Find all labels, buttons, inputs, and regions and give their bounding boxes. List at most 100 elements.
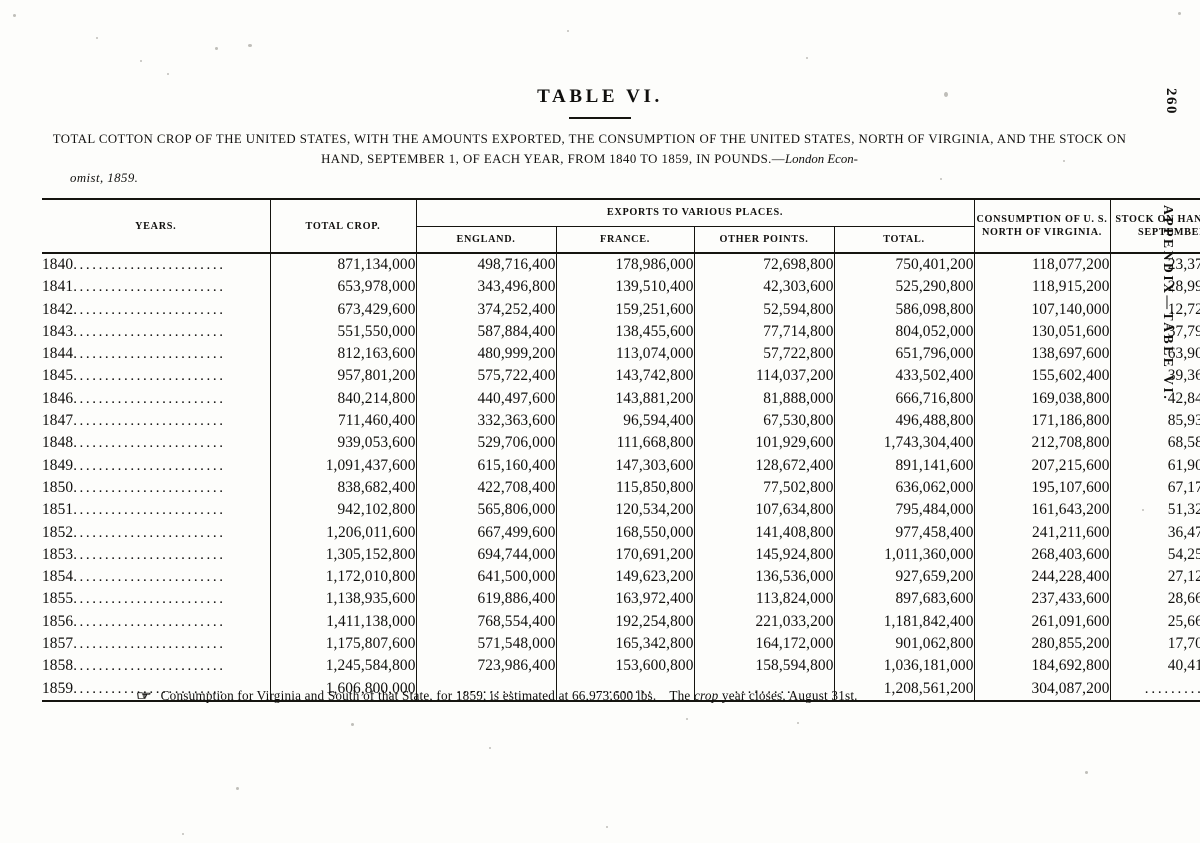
- row-year: 1848........................: [42, 432, 270, 454]
- table-row: 1845........................ 957,801,200 5…: [42, 365, 1200, 388]
- row-france: 143,881,200: [555, 387, 694, 411]
- row-exports-total: 795,484,000: [833, 499, 974, 522]
- row-total-crop: 939,053,600: [269, 432, 416, 455]
- row-other-points: 158,594,800: [693, 655, 834, 678]
- row-other-points: 42,303,600: [693, 276, 834, 299]
- scan-speck: [351, 723, 354, 726]
- row-other-points: 77,502,800: [693, 476, 834, 500]
- scan-speck: [96, 37, 98, 39]
- row-total-crop: 673,429,600: [269, 298, 416, 321]
- row-france: 143,742,800: [555, 365, 694, 388]
- row-consumption: 241,211,600: [973, 521, 1110, 544]
- row-consumption: 237,433,600: [973, 588, 1110, 611]
- row-consumption: 280,855,200: [973, 633, 1110, 656]
- footnote-text-c: year closes, August 31st.: [718, 688, 858, 703]
- table-row: 1854........................ 1,172,010,80…: [42, 566, 1200, 589]
- header-france: France.: [555, 226, 694, 254]
- row-exports-total: 1,181,842,400: [833, 610, 974, 634]
- table-row: 1848........................ 939,053,600 5…: [42, 432, 1200, 455]
- row-england: 422,708,400: [415, 476, 556, 500]
- leader-dots: ........................: [73, 457, 226, 474]
- year-value: 1843: [42, 322, 74, 340]
- row-exports-total: 1,036,181,000: [833, 655, 974, 678]
- row-england: 619,886,400: [415, 588, 556, 611]
- row-france: 138,455,600: [555, 320, 694, 344]
- row-france: 147,303,600: [555, 454, 694, 477]
- table-row: 1849........................ 1,091,437,60…: [42, 454, 1200, 477]
- leader-dots: ........................: [73, 502, 226, 519]
- row-exports-total: 433,502,400: [833, 365, 974, 388]
- scan-speck: [140, 60, 142, 62]
- year-value: 1848: [42, 434, 74, 452]
- row-other-points: 77,714,800: [693, 320, 834, 344]
- row-stock: 23,376,800: [1109, 253, 1200, 277]
- row-stock: .........: [1109, 677, 1200, 702]
- leader-dots: ........................: [73, 524, 226, 541]
- row-consumption: 155,602,400: [973, 365, 1110, 388]
- row-consumption: 138,697,600: [973, 343, 1110, 366]
- leader-dots: ........................: [73, 479, 226, 496]
- table-footnote: ☞ Consumption for Virginia and South of t…: [136, 688, 1056, 704]
- year-value: 1855: [42, 590, 74, 608]
- row-total-crop: 942,102,800: [269, 499, 416, 522]
- row-other-points: 113,824,000: [693, 588, 834, 611]
- row-france: 139,510,400: [555, 276, 694, 299]
- row-total-crop: 1,138,935,600: [269, 588, 416, 611]
- row-consumption: 207,215,600: [973, 454, 1110, 477]
- row-total-crop: 1,411,138,000: [269, 610, 416, 634]
- row-total-crop: 1,175,807,600: [269, 633, 416, 656]
- row-england: 667,499,600: [415, 521, 556, 544]
- cotton-crop-table: Years. Total Crop. Exports to Various Pl…: [42, 198, 1200, 702]
- row-france: 111,668,800: [555, 432, 694, 455]
- row-england: .........: [415, 677, 556, 702]
- year-value: 1846: [42, 389, 74, 407]
- row-france: 115,850,800: [555, 476, 694, 500]
- year-value: 1845: [42, 367, 74, 385]
- row-year: 1847........................: [42, 410, 270, 432]
- scan-speck: [567, 30, 569, 32]
- row-england: 332,363,600: [415, 410, 556, 433]
- row-stock: 40,410,000: [1109, 655, 1200, 678]
- row-total-crop: 1,305,152,800: [269, 543, 416, 567]
- row-year: 1850........................: [42, 477, 270, 499]
- row-consumption: 304,087,200: [973, 677, 1110, 702]
- row-exports-total: 927,659,200: [833, 566, 974, 589]
- table-row: 1840........................ 871,134,000 4…: [42, 253, 1200, 277]
- row-stock: 51,321,600: [1109, 499, 1200, 522]
- header-consumption: Consumption of U. S. North of Virginia.: [973, 198, 1110, 254]
- table-row: 1856........................ 1,411,138,00…: [42, 610, 1200, 634]
- header-stock: Stock on Hand 1st September.: [1109, 198, 1200, 254]
- scan-speck: [1063, 160, 1065, 162]
- leader-dots: ........................: [73, 613, 226, 630]
- year-value: 1851: [42, 501, 74, 519]
- page-number: 260: [1163, 88, 1179, 115]
- row-total-crop: 1,172,010,800: [269, 566, 416, 589]
- row-stock: 61,901,200: [1109, 454, 1200, 477]
- row-other-points: 145,924,800: [693, 543, 834, 567]
- row-france: 149,623,200: [555, 566, 694, 589]
- scan-speck: [944, 92, 948, 97]
- leader-dots: ........................: [73, 413, 226, 430]
- row-england: 587,884,400: [415, 320, 556, 344]
- table-row: 1850........................ 838,682,400 4…: [42, 476, 1200, 500]
- year-value: 1850: [42, 478, 74, 496]
- row-england: 768,554,400: [415, 610, 556, 634]
- year-value: 1847: [42, 412, 74, 430]
- row-other-points: .........: [693, 677, 834, 702]
- scan-speck: [606, 826, 608, 828]
- row-other-points: 136,536,000: [693, 566, 834, 589]
- row-year: 1841........................: [42, 276, 270, 298]
- row-consumption: 169,038,800: [973, 387, 1110, 411]
- row-consumption: 268,403,600: [973, 543, 1110, 567]
- year-value: 1844: [42, 345, 74, 363]
- leader-dots: ........................: [73, 591, 226, 608]
- row-exports-total: 651,796,000: [833, 343, 974, 366]
- row-total-crop: 711,460,400: [269, 410, 416, 433]
- row-stock: 28,667,200: [1109, 588, 1200, 611]
- row-exports-total: 977,458,400: [833, 521, 974, 544]
- row-year: 1840........................: [42, 253, 270, 276]
- year-value: 1849: [42, 456, 74, 474]
- row-france: 165,342,800: [555, 633, 694, 656]
- leader-dots: ........................: [73, 279, 226, 296]
- row-exports-total: 897,683,600: [833, 588, 974, 611]
